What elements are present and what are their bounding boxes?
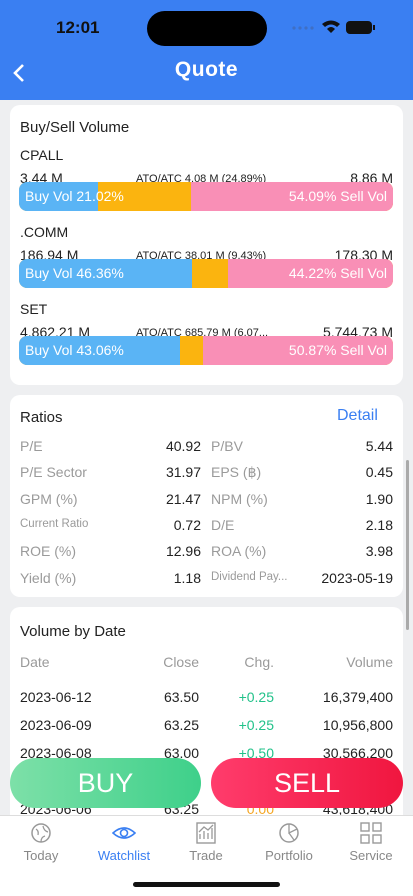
volume-cell: +0.25 bbox=[238, 689, 274, 705]
symbol: .COMM bbox=[20, 224, 69, 240]
ratio-value: 40.92 bbox=[165, 438, 201, 454]
status-time: 12:01 bbox=[56, 18, 100, 37]
ratio-label: P/BV bbox=[211, 438, 243, 454]
buy-bar bbox=[19, 259, 193, 288]
tab[interactable]: Portfolio bbox=[249, 816, 329, 876]
card-title: Buy/Sell Volume bbox=[20, 119, 130, 136]
ratio-value: 0.45 bbox=[365, 464, 393, 481]
sell-bar bbox=[227, 259, 393, 288]
tab-label: Trade bbox=[189, 848, 223, 863]
ratio-label: GPM (%) bbox=[20, 490, 78, 507]
dynamic-island bbox=[147, 11, 267, 46]
ratio-label: EPS (฿) bbox=[211, 464, 262, 481]
buy-label: Buy Vol 21.02% bbox=[25, 188, 124, 204]
tab[interactable]: Trade bbox=[166, 816, 246, 876]
volume-cell: 2023-06-09 bbox=[20, 717, 92, 733]
tab-label: Watchlist bbox=[97, 848, 151, 863]
ratio-value: 3.98 bbox=[365, 543, 393, 560]
ratio-value: 31.97 bbox=[165, 464, 201, 481]
tab-icon bbox=[112, 827, 136, 839]
ratio-label: ROA (%) bbox=[211, 543, 267, 560]
card-title: Ratios bbox=[20, 409, 63, 426]
buy-label: Buy Vol 46.36% bbox=[25, 265, 124, 281]
ratio-label: D/E bbox=[211, 516, 235, 533]
symbol: SET bbox=[20, 301, 48, 317]
ratio-label: Yield (%) bbox=[20, 569, 77, 586]
ratio-label: Current Ratio bbox=[20, 517, 89, 530]
ratio-label: P/E bbox=[20, 438, 43, 454]
column-header: Date bbox=[20, 654, 50, 670]
scroll-indicator bbox=[406, 460, 409, 630]
ratio-label: P/E Sector bbox=[20, 464, 87, 481]
back-button[interactable] bbox=[10, 62, 30, 84]
tab-icon bbox=[31, 823, 51, 843]
tab[interactable]: Today bbox=[1, 816, 81, 876]
buysell-card: Buy/Sell Volume CPALL 3.44 M ATO/ATC 4.08 … bbox=[10, 105, 403, 385]
volume-cell: 2023-06-12 bbox=[20, 689, 92, 705]
sell-bar bbox=[190, 182, 393, 211]
tab-label: Today bbox=[23, 848, 59, 863]
volume-bar: Buy Vol 43.06% 50.87% Sell Vol bbox=[19, 336, 393, 365]
sell-bar bbox=[202, 336, 393, 365]
buy-label: Buy Vol 43.06% bbox=[25, 342, 124, 358]
tab[interactable]: Service bbox=[331, 816, 411, 876]
symbol: CPALL bbox=[20, 147, 64, 163]
card-title: Volume by Date bbox=[20, 623, 126, 640]
volume-bar: Buy Vol 21.02% 54.09% Sell Vol bbox=[19, 182, 393, 211]
volume-cell: 30,566,200 bbox=[322, 745, 393, 761]
buy-bar bbox=[19, 182, 98, 211]
buy-button[interactable]: BUY bbox=[10, 758, 201, 808]
column-header: Chg. bbox=[244, 654, 274, 670]
ratio-value: 5.44 bbox=[365, 438, 393, 454]
ratio-label: NPM (%) bbox=[211, 490, 268, 507]
ratio-value: 2.18 bbox=[365, 516, 393, 533]
volume-cell: +0.50 bbox=[238, 745, 274, 761]
header-title: Quote bbox=[174, 58, 239, 81]
volume-cell: 16,379,400 bbox=[322, 689, 393, 705]
ratio-value: 12.96 bbox=[165, 543, 201, 560]
status-icons bbox=[292, 20, 375, 34]
tab-label: Service bbox=[349, 848, 393, 863]
detail-link[interactable]: Detail bbox=[337, 407, 378, 424]
column-header: Volume bbox=[346, 654, 393, 670]
ratio-value: 0.72 bbox=[173, 516, 201, 533]
ratio-label: ROE (%) bbox=[20, 543, 76, 560]
home-indicator bbox=[133, 882, 280, 887]
column-header: Close bbox=[163, 654, 199, 670]
tab-icon bbox=[360, 822, 382, 844]
volume-cell: +0.25 bbox=[238, 717, 274, 733]
sell-label: 44.22% Sell Vol bbox=[288, 265, 387, 281]
ratio-value: 21.47 bbox=[165, 490, 201, 507]
ratio-value: 1.90 bbox=[365, 490, 393, 507]
ratio-value: 2023-05-19 bbox=[321, 569, 393, 586]
volume-cell: 10,956,800 bbox=[322, 717, 393, 733]
sell-button[interactable]: SELL bbox=[211, 758, 403, 808]
volume-bar: Buy Vol 46.36% 44.22% Sell Vol bbox=[19, 259, 393, 288]
sell-label: 50.87% Sell Vol bbox=[288, 342, 387, 358]
tab-icon bbox=[279, 823, 299, 843]
tab-label: Portfolio bbox=[265, 848, 313, 863]
ratio-label: Dividend Pay... bbox=[211, 570, 288, 583]
volume-cell: 63.00 bbox=[163, 745, 199, 761]
volume-cell: 63.50 bbox=[163, 689, 199, 705]
buy-bar bbox=[19, 336, 181, 365]
ratio-value: 1.18 bbox=[173, 569, 201, 586]
volume-cell: 63.25 bbox=[163, 717, 199, 733]
volume-cell: 2023-06-08 bbox=[20, 745, 92, 761]
tab[interactable]: Watchlist bbox=[84, 816, 164, 876]
sell-label: 54.09% Sell Vol bbox=[288, 188, 387, 204]
ratios-card: Ratios Detail P/E 40.92 P/BV 5.44 P/E Sector… bbox=[10, 395, 403, 597]
tab-icon bbox=[196, 822, 216, 844]
